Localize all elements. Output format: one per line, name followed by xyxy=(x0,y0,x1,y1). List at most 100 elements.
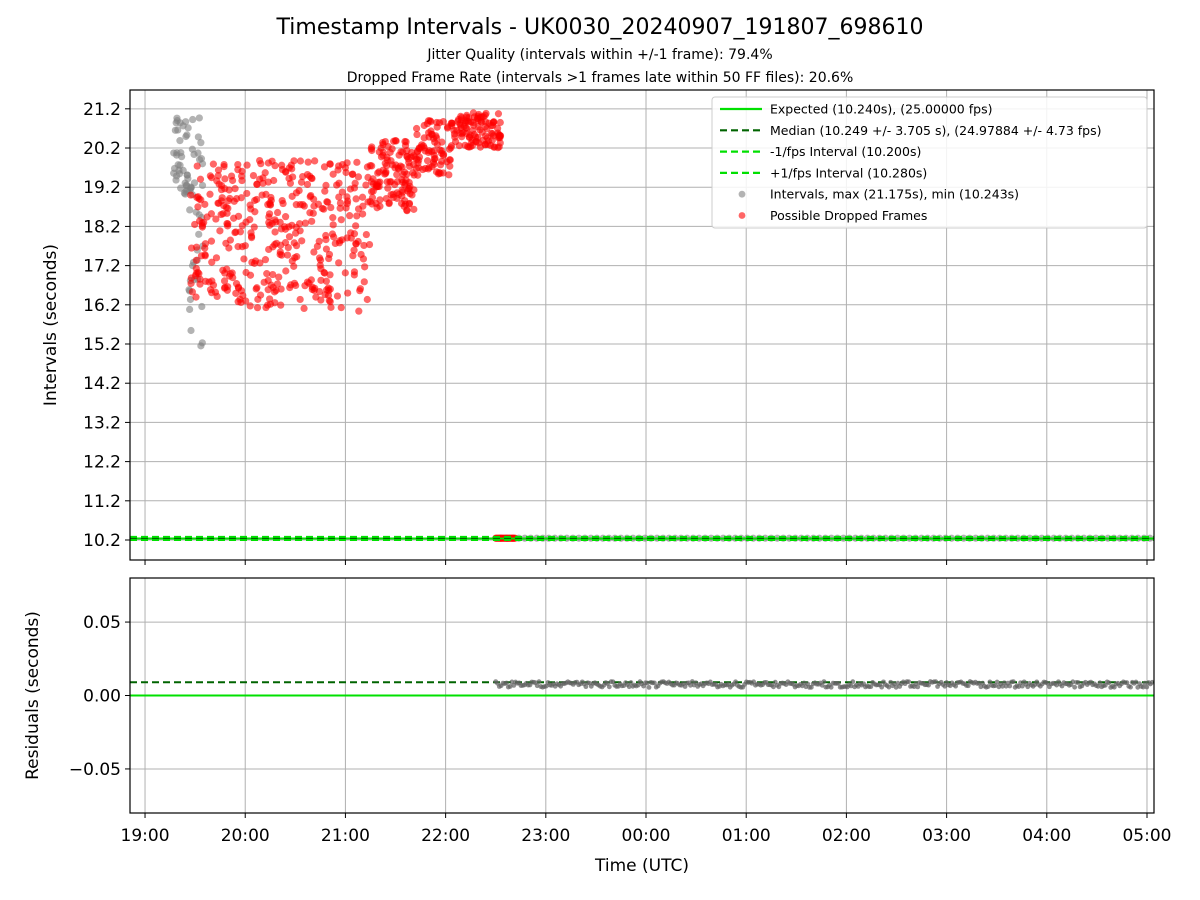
dropped-frame-point xyxy=(464,118,473,126)
legend-label: Intervals, max (21.175s), min (10.243s) xyxy=(770,187,1019,202)
dropped-frame-point xyxy=(281,223,289,231)
dropped-frame-point xyxy=(237,194,245,202)
dropped-frame-point xyxy=(193,193,201,202)
dropped-frame-point xyxy=(261,169,269,177)
residual-point xyxy=(985,684,991,689)
dropped-frame-point xyxy=(281,239,290,247)
dropped-frame-point xyxy=(338,188,346,196)
dropped-frame-point xyxy=(234,243,242,251)
interval-point xyxy=(195,114,203,122)
dropped-frame-point xyxy=(392,137,400,145)
dropped-frame-point xyxy=(433,118,441,127)
dropped-frame-point xyxy=(367,187,376,196)
y-tick-label: 20.2 xyxy=(83,139,121,159)
dropped-frame-point xyxy=(359,210,367,218)
dropped-frame-point xyxy=(368,194,377,202)
legend: Expected (10.240s), (25.00000 fps) Median… xyxy=(711,96,1148,229)
residual-point xyxy=(693,680,699,686)
y-tick-label: 10.2 xyxy=(83,531,121,551)
dropped-frame-point xyxy=(299,172,307,181)
residual-point xyxy=(942,683,948,689)
dropped-frame-point xyxy=(221,175,229,183)
legend-label: +1/fps Interval (10.280s) xyxy=(770,165,927,180)
dropped-frame-point xyxy=(285,233,294,241)
dropped-frame-point xyxy=(246,302,254,310)
dropped-frame-point xyxy=(316,256,325,264)
dropped-frame-point xyxy=(397,199,406,208)
dropped-frame-point xyxy=(317,276,325,284)
residual-point xyxy=(879,684,885,690)
residual-point xyxy=(652,680,657,686)
interval-point xyxy=(187,326,195,335)
y-tick-label: 14.2 xyxy=(83,374,121,394)
interval-point xyxy=(198,339,206,347)
interval-point xyxy=(177,184,185,192)
dropped-frame-point xyxy=(470,130,478,139)
dropped-frame-point xyxy=(230,214,238,222)
dropped-frame-point xyxy=(325,254,333,263)
dropped-frame-point xyxy=(401,179,409,187)
legend-box xyxy=(711,96,1148,229)
dropped-frame-point xyxy=(481,111,489,119)
residual-point xyxy=(1075,680,1081,685)
interval-point xyxy=(176,137,184,145)
dropped-frame-point xyxy=(214,166,223,174)
dropped-frame-point xyxy=(410,152,418,160)
x-tick-label: 00:00 xyxy=(622,826,671,846)
dropped-frame-point xyxy=(356,285,364,293)
dropped-frame-point xyxy=(329,221,337,229)
dropped-frame-point xyxy=(333,292,342,300)
dropped-frame-point xyxy=(232,289,240,297)
dropped-frame-point xyxy=(365,240,374,249)
dropped-frame-point xyxy=(444,123,452,131)
dropped-frame-point xyxy=(194,203,202,211)
interval-point xyxy=(183,131,191,139)
dropped-frame-point xyxy=(343,234,351,242)
dropped-frame-point xyxy=(286,179,295,187)
residual-point xyxy=(868,684,874,690)
dropped-frame-point xyxy=(228,269,236,277)
dropped-frame-point xyxy=(315,237,323,245)
dropped-frame-point xyxy=(265,210,274,218)
interval-point xyxy=(171,126,180,134)
dropped-frame-point xyxy=(334,166,342,174)
dropped-frame-point xyxy=(465,143,473,151)
dropped-frame-point xyxy=(472,137,480,146)
dropped-frame-point xyxy=(206,190,214,198)
dropped-frame-point xyxy=(353,212,361,220)
dropped-frame-point xyxy=(188,288,197,296)
residual-point xyxy=(965,683,971,689)
dropped-frame-point xyxy=(322,181,330,189)
dropped-frame-point xyxy=(352,222,360,230)
dropped-frame-point xyxy=(242,218,250,226)
dropped-frame-point xyxy=(381,137,389,146)
dropped-frame-point xyxy=(243,161,251,169)
dropped-frame-point xyxy=(375,168,383,176)
dropped-frame-point xyxy=(488,130,497,138)
dropped-frame-point xyxy=(404,185,413,193)
residual-point xyxy=(534,683,540,689)
interval-point xyxy=(190,150,198,159)
dropped-frame-point xyxy=(385,199,393,207)
dropped-frame-point xyxy=(272,239,281,247)
residual-point xyxy=(1010,679,1016,685)
residuals-panel: 0.05 0.00 −0.05 19:00 20:00 21:00 22:00 23:00 00… xyxy=(23,577,1171,876)
dropped-frame-point xyxy=(277,285,285,293)
dropped-frame-point xyxy=(297,178,306,186)
dropped-frame-point xyxy=(400,168,409,176)
dropped-frame-point xyxy=(264,159,273,167)
dropped-frame-point xyxy=(360,278,368,286)
dropped-frame-point xyxy=(296,157,305,165)
y-tick-label: 18.2 xyxy=(83,217,121,237)
dropped-frame-point xyxy=(490,118,498,126)
dropped-frame-point xyxy=(387,191,395,199)
residual-point xyxy=(1144,684,1150,690)
legend-label: Expected (10.240s), (25.00000 fps) xyxy=(770,102,992,117)
dropped-frame-point xyxy=(311,284,319,292)
dropped-frame-point xyxy=(496,118,504,127)
x-tick-label: 03:00 xyxy=(922,826,971,846)
dropped-frame-point xyxy=(431,138,439,146)
dropped-frame-point xyxy=(354,205,363,213)
dropped-frame-point xyxy=(327,303,335,311)
